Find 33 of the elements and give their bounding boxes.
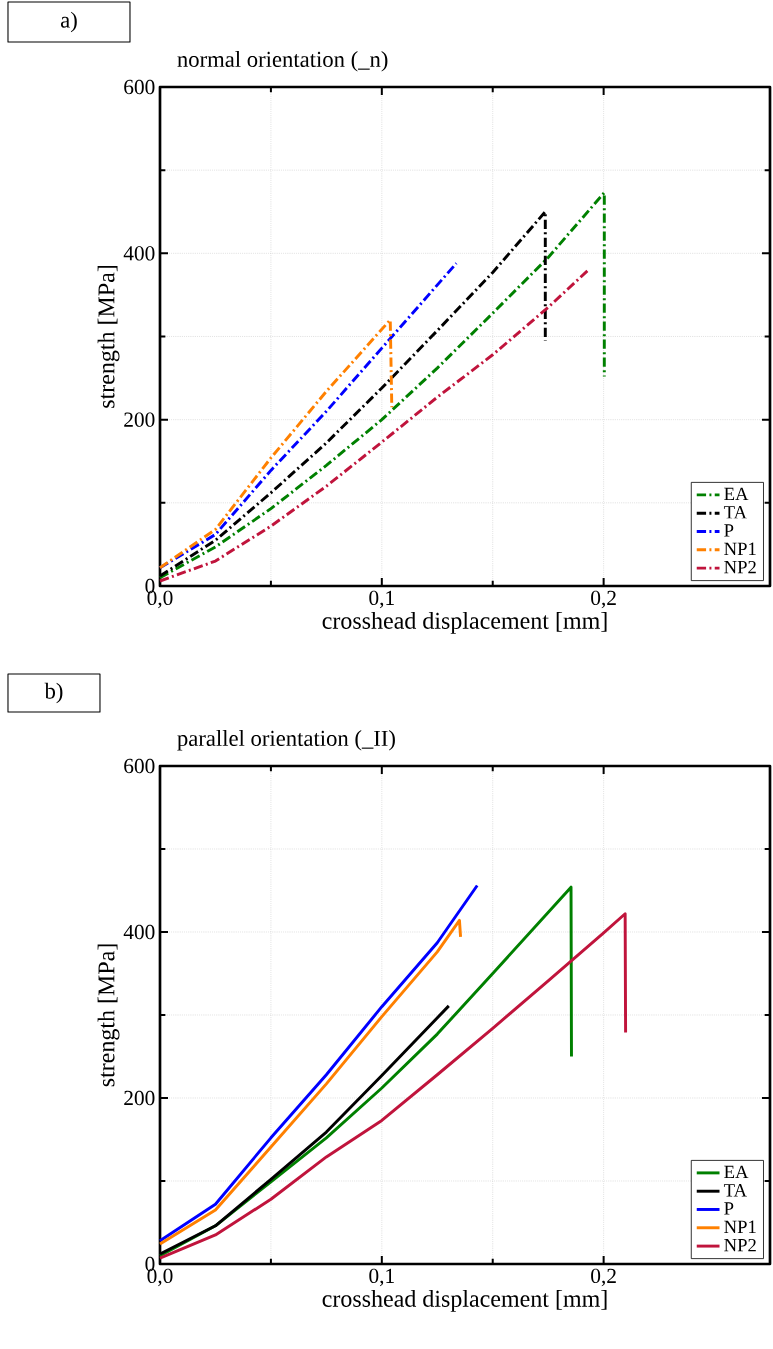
y-axis-title: strength [MPa] (97, 265, 120, 408)
line-series (158, 267, 591, 583)
line-series (158, 261, 458, 570)
legend-label: TA (723, 1184, 747, 1197)
y-tick-label: 600 (124, 758, 155, 774)
legend-label: NP2 (724, 1238, 756, 1252)
y-tick-label: 200 (124, 1090, 155, 1106)
legend-label: NP1 (724, 1220, 756, 1233)
y-tick-label: 400 (123, 924, 155, 940)
x-tick-label: 0,1 (369, 1268, 394, 1287)
line-series (158, 912, 628, 1260)
y-tick-label: 200 (124, 412, 155, 427)
legend-label: TA (723, 506, 747, 519)
legend-label: NP1 (724, 542, 756, 555)
y-tick-label: 600 (124, 79, 155, 95)
chart-title: parallel orientation (_II) (177, 730, 395, 751)
legend-label: P (724, 1202, 734, 1215)
legend-label: NP2 (724, 560, 756, 574)
chart-title: normal orientation (_n) (177, 51, 388, 72)
legend-label: P (724, 524, 734, 537)
x-axis-title: crosshead displacement [mm] (322, 611, 607, 634)
legend-label: EA (724, 487, 749, 501)
x-axis-title: crosshead displacement [mm] (322, 1289, 607, 1312)
text: b) (44, 682, 63, 704)
x-tick-label: 0,2 (591, 590, 616, 609)
line-series (158, 191, 606, 580)
text: a) (60, 11, 77, 33)
x-tick-label: 0,1 (369, 590, 394, 609)
y-axis-title: strength [MPa] (97, 944, 120, 1087)
y-tick-label: 400 (123, 246, 155, 261)
legend-label: EA (724, 1165, 749, 1179)
line-series (158, 318, 394, 570)
x-tick-label: 0,2 (591, 1268, 616, 1287)
